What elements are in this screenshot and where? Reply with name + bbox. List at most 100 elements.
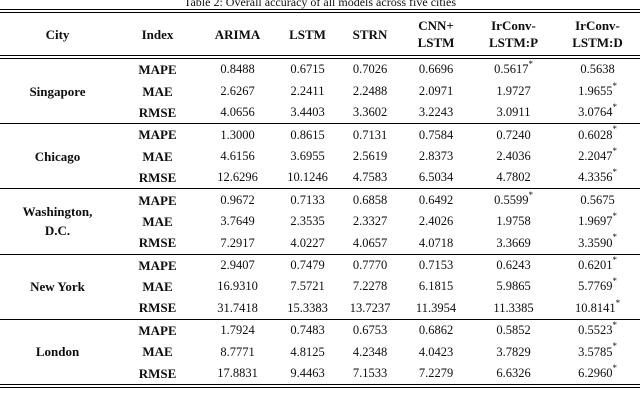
value-cell: 0.7483 bbox=[290, 323, 325, 338]
value-cell: 0.6696 bbox=[418, 62, 454, 77]
city-cell: Singapore bbox=[29, 83, 86, 99]
value-cell: 3.7829 bbox=[496, 344, 531, 359]
column-header: City bbox=[45, 26, 70, 42]
significance-asterisk: * bbox=[528, 189, 533, 200]
city-group: Singapore MAPE 0.8488 0.6715 0.7026 0.6696 0.5… bbox=[0, 57, 640, 124]
value-cell: 31.7418 bbox=[217, 300, 258, 315]
city-cell: Chicago bbox=[34, 148, 81, 164]
value-cell: 0.6028* bbox=[578, 124, 617, 142]
value-cell: 0.5523* bbox=[578, 319, 617, 338]
value-cell: 3.0911 bbox=[496, 105, 531, 120]
column-header: ARIMA bbox=[214, 26, 261, 42]
index-cell: MAE bbox=[142, 83, 173, 99]
value-cell: 2.2411 bbox=[290, 83, 325, 98]
value-cell: 0.6243 bbox=[496, 257, 531, 272]
significance-asterisk: * bbox=[612, 102, 617, 113]
value-cell: 0.7026 bbox=[352, 62, 388, 77]
index-cell: RMSE bbox=[138, 104, 177, 120]
significance-asterisk: * bbox=[612, 276, 617, 287]
table-row: RMSE 12.6296 10.1246 4.7583 6.5034 4.7802 4.33… bbox=[0, 167, 640, 189]
value-cell: 0.5599* bbox=[494, 189, 533, 207]
value-cell: 0.8488 bbox=[220, 62, 255, 77]
value-cell: 4.0227 bbox=[290, 235, 325, 250]
index-cell: RMSE bbox=[138, 235, 177, 251]
column-header: STRN bbox=[352, 26, 388, 42]
value-cell: 15.3383 bbox=[287, 300, 328, 315]
value-cell: 2.4036 bbox=[496, 149, 531, 163]
value-cell: 11.3954 bbox=[415, 300, 457, 315]
column-header: IrConv- LSTM:D bbox=[572, 18, 623, 50]
table-row: RMSE 4.0656 3.4403 3.3602 3.2243 3.0911 3.0764… bbox=[0, 102, 640, 124]
results-table: City Index ARIMA LSTM STRN CNN+ LSTM IrConv- L… bbox=[0, 9, 640, 388]
value-cell: 3.3590* bbox=[578, 232, 617, 250]
value-cell: 0.7240 bbox=[496, 127, 531, 142]
value-cell: 3.5785* bbox=[578, 341, 617, 359]
value-cell: 2.2488 bbox=[352, 83, 388, 98]
table-row: MAE 3.7649 2.3535 2.3327 2.4026 1.9758 1.9697* bbox=[0, 211, 640, 232]
city-group: Chicago MAPE 1.3000 0.8615 0.7131 0.7584 0.724… bbox=[0, 123, 640, 189]
value-cell: 13.7237 bbox=[349, 300, 391, 315]
city-group: New York MAPE 2.9407 0.7479 0.7770 0.7153 0.62… bbox=[0, 254, 640, 319]
table-caption: Table 2: Overall accuracy of all models … bbox=[183, 0, 457, 9]
table-row: Chicago MAPE 1.3000 0.8615 0.7131 0.7584 0.724… bbox=[0, 124, 640, 164]
value-cell: 0.7479 bbox=[290, 257, 325, 272]
index-cell: MAPE bbox=[138, 127, 177, 143]
table-row: London MAPE 1.7924 0.7483 0.6753 0.6862 0.5852… bbox=[0, 319, 640, 359]
significance-asterisk: * bbox=[612, 211, 617, 222]
table-row: RMSE 7.2917 4.0227 4.0657 4.0718 3.3669 3.3590… bbox=[0, 232, 640, 254]
value-cell: 7.1533 bbox=[352, 365, 388, 380]
significance-asterisk: * bbox=[612, 167, 617, 178]
value-cell: 6.1815 bbox=[418, 279, 454, 294]
value-cell: 7.2917 bbox=[220, 235, 255, 250]
significance-asterisk: * bbox=[528, 59, 533, 70]
value-cell: 1.9727 bbox=[496, 83, 531, 98]
value-cell: 0.5675 bbox=[580, 192, 615, 207]
significance-asterisk: * bbox=[612, 145, 617, 156]
value-cell: 11.3385 bbox=[493, 300, 534, 315]
value-cell: 2.8373 bbox=[418, 149, 454, 163]
value-cell: 0.9672 bbox=[220, 192, 255, 207]
value-cell: 5.9865 bbox=[496, 279, 531, 294]
value-cell: 0.5617* bbox=[494, 59, 533, 77]
value-cell: 1.9697* bbox=[578, 211, 617, 229]
value-cell: 1.7924 bbox=[220, 323, 255, 338]
value-cell: 10.1246 bbox=[287, 170, 328, 185]
value-cell: 2.3327 bbox=[352, 214, 388, 229]
value-cell: 4.7583 bbox=[352, 170, 388, 185]
value-cell: 3.6955 bbox=[290, 149, 325, 163]
value-cell: 0.7770 bbox=[352, 257, 388, 272]
table-row: MAE 8.7771 4.8125 4.2348 4.0423 3.7829 3.5785* bbox=[0, 341, 640, 362]
index-cell: MAPE bbox=[138, 322, 177, 338]
value-cell: 0.8615 bbox=[290, 127, 325, 142]
value-cell: 4.0657 bbox=[352, 235, 388, 250]
table-caption-wrap: Table 2: Overall accuracy of all models … bbox=[0, 0, 640, 9]
value-cell: 3.0764* bbox=[578, 102, 617, 120]
value-cell: 2.3535 bbox=[290, 214, 325, 229]
column-header: LSTM bbox=[289, 26, 326, 42]
value-cell: 0.5638 bbox=[580, 62, 615, 77]
index-cell: MAE bbox=[142, 344, 173, 360]
value-cell: 0.7131 bbox=[352, 127, 388, 142]
value-cell: 0.7584 bbox=[418, 127, 454, 142]
table-row: RMSE 31.7418 15.3383 13.7237 11.3954 11.3385 1… bbox=[0, 297, 640, 319]
value-cell: 5.7769* bbox=[578, 276, 617, 294]
table-row: Singapore MAPE 0.8488 0.6715 0.7026 0.6696 0.5… bbox=[0, 57, 640, 99]
value-cell: 0.6201* bbox=[578, 254, 617, 272]
value-cell: 0.7153 bbox=[418, 257, 454, 272]
column-header: Index bbox=[141, 26, 174, 42]
value-cell: 3.7649 bbox=[220, 214, 255, 229]
value-cell: 3.2243 bbox=[418, 105, 454, 120]
significance-asterisk: * bbox=[612, 124, 617, 135]
value-cell: 9.4463 bbox=[290, 365, 325, 380]
value-cell: 4.0718 bbox=[418, 235, 454, 250]
value-cell: 3.4403 bbox=[290, 105, 325, 120]
value-cell: 1.9758 bbox=[496, 214, 531, 229]
table-header: City Index ARIMA LSTM STRN CNN+ LSTM IrConv- L… bbox=[0, 11, 640, 57]
value-cell: 2.2047* bbox=[578, 145, 617, 163]
significance-asterisk: * bbox=[612, 80, 617, 91]
value-cell: 0.6858 bbox=[352, 192, 388, 207]
value-cell: 0.6715 bbox=[290, 62, 325, 77]
index-cell: RMSE bbox=[138, 170, 177, 186]
value-cell: 7.2278 bbox=[352, 279, 388, 294]
value-cell: 4.8125 bbox=[290, 344, 325, 359]
